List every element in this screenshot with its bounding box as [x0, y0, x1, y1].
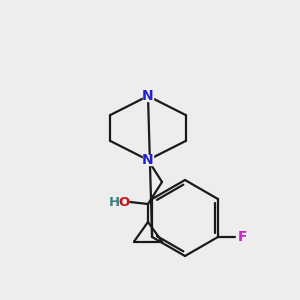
- Bar: [143, 91, 153, 101]
- Bar: [106, 196, 128, 208]
- Text: O: O: [118, 196, 130, 208]
- Text: F: F: [238, 230, 248, 244]
- Bar: [143, 155, 153, 165]
- Bar: [236, 231, 250, 243]
- Text: H: H: [108, 196, 120, 208]
- Text: N: N: [142, 153, 154, 167]
- Text: N: N: [142, 89, 154, 103]
